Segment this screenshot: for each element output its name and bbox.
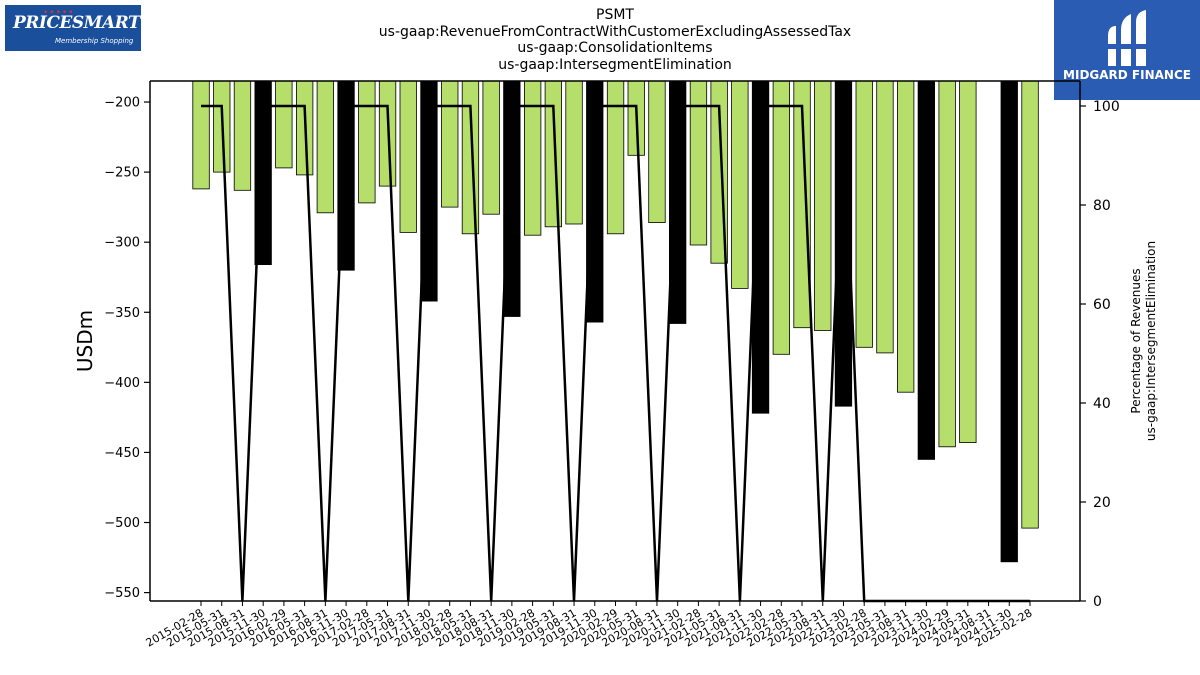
bar [731, 80, 749, 289]
bar [275, 80, 293, 169]
bar [482, 80, 500, 215]
y-axis-label: USDm [73, 310, 97, 372]
bar [441, 80, 459, 208]
bar [938, 80, 956, 448]
logo-tagline: Membership Shopping [55, 37, 134, 45]
bar [917, 80, 935, 460]
y-tick-label: −450 [104, 446, 140, 461]
y-tick-label: −400 [104, 376, 140, 391]
bar [876, 80, 894, 354]
bar [814, 80, 832, 331]
y2-tick-label: 60 [1093, 297, 1111, 313]
y-tick-label: −350 [104, 306, 140, 321]
chart-title-line-4: us-gaap:IntersegmentElimination [498, 56, 732, 73]
bar [233, 80, 252, 191]
y-tick-label: −250 [104, 166, 140, 181]
logo-brand-text: PRICESMART [13, 13, 141, 33]
bar [524, 80, 542, 236]
y-tick-label: −200 [104, 96, 140, 111]
bar [1021, 80, 1039, 529]
y-tick-label: −500 [104, 516, 140, 531]
midgard-mark-icon [1104, 10, 1150, 66]
bar [772, 80, 790, 355]
bar [565, 80, 583, 225]
bar [959, 80, 977, 444]
y2-tick-label: 100 [1093, 99, 1120, 115]
y2-tick-label: 20 [1093, 495, 1111, 511]
bar [897, 80, 915, 393]
y2-tick-label: 40 [1093, 396, 1111, 412]
chart-title-line-3: us-gaap:ConsolidationItems [517, 40, 713, 56]
pricesmart-logo: ••••• PRICESMART Membership Shopping [5, 5, 141, 51]
bar [648, 80, 666, 224]
y-tick-label: −300 [104, 236, 140, 251]
y2-axis-label: Percentage of Revenues [1129, 268, 1143, 413]
bar [399, 80, 417, 233]
bar [606, 80, 625, 235]
bar [461, 80, 480, 235]
y2-axis-label: us-gaap:IntersegmentElimination [1144, 241, 1158, 441]
bar [192, 80, 210, 190]
bar [1000, 80, 1018, 563]
midgard-finance-logo: MIDGARD FINANCE [1054, 0, 1200, 100]
logo-company-name: MIDGARD FINANCE [1063, 68, 1191, 82]
y2-tick-label: 0 [1093, 594, 1102, 610]
bar [855, 80, 873, 348]
bar [544, 80, 562, 228]
bar [316, 80, 335, 214]
bar [358, 80, 376, 204]
chart-title-line-2: us-gaap:RevenueFromContractWithCustomerE… [378, 23, 852, 40]
chart-title-line-1: PSMT [596, 7, 634, 23]
logo-dots-icon: ••••• [43, 8, 75, 18]
y2-tick-label: 80 [1093, 198, 1111, 214]
y-tick-label: −550 [104, 586, 140, 601]
